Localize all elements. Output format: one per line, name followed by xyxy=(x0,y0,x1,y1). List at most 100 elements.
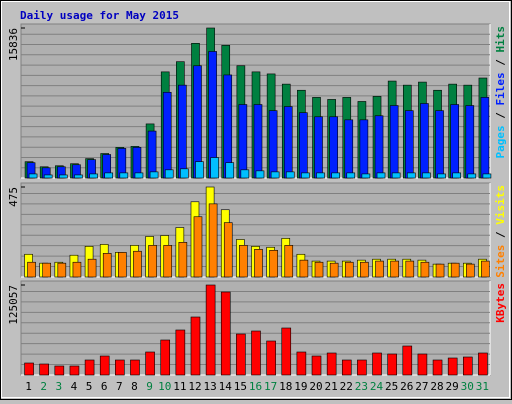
bar xyxy=(193,65,202,179)
bar xyxy=(466,263,475,278)
bar xyxy=(478,352,488,376)
x-tick-label: 11 xyxy=(173,380,186,393)
x-tick-label: 5 xyxy=(86,380,93,393)
bar xyxy=(130,359,140,376)
x-tick-label: 4 xyxy=(71,380,78,393)
bar xyxy=(390,260,399,278)
bar xyxy=(59,174,68,179)
bar xyxy=(422,172,431,179)
x-tick-label: 10 xyxy=(158,380,171,393)
legend-separator: / xyxy=(494,53,507,73)
bar xyxy=(254,249,263,278)
x-tick-label: 14 xyxy=(219,380,233,393)
bar xyxy=(270,171,280,179)
bar xyxy=(175,329,186,376)
bar xyxy=(360,261,369,278)
bar xyxy=(72,261,82,278)
x-tick-label: 18 xyxy=(279,380,292,393)
bar xyxy=(160,339,171,376)
x-tick-label: 9 xyxy=(146,380,153,393)
legend-separator: / xyxy=(494,225,507,245)
bar xyxy=(341,359,352,376)
bar xyxy=(28,173,38,179)
x-tick-label: 17 xyxy=(264,380,277,393)
bar xyxy=(236,333,246,376)
x-tick-label: 6 xyxy=(101,380,108,393)
bar xyxy=(344,119,354,179)
bar xyxy=(452,172,461,179)
bar xyxy=(387,353,397,376)
bar xyxy=(119,172,129,179)
x-tick-label: 15 xyxy=(234,380,247,393)
bar xyxy=(376,172,386,179)
bar xyxy=(432,359,443,376)
bar xyxy=(255,170,265,179)
bar xyxy=(357,359,367,376)
legend-separator: / xyxy=(494,106,507,126)
bar xyxy=(268,110,278,179)
bar xyxy=(361,173,371,179)
x-tick-label: 3 xyxy=(56,380,63,393)
bar xyxy=(450,262,460,278)
bar xyxy=(43,174,53,179)
x-tick-label: 22 xyxy=(340,380,353,393)
x-tick-label: 12 xyxy=(188,380,201,393)
legend: Sites / Visits xyxy=(494,185,507,278)
bar xyxy=(467,173,477,179)
bar xyxy=(195,161,204,179)
bar xyxy=(42,262,51,278)
x-tick-label: 20 xyxy=(309,380,322,393)
x-tick-label: 29 xyxy=(446,380,459,393)
bar xyxy=(344,261,354,278)
bar xyxy=(299,112,308,179)
bar xyxy=(281,327,292,376)
x-tick-label: 21 xyxy=(325,380,338,393)
bar xyxy=(359,119,369,179)
bar xyxy=(283,106,293,179)
bar xyxy=(420,103,429,179)
bar xyxy=(210,157,219,179)
x-tick-label: 28 xyxy=(430,380,443,393)
bar xyxy=(301,172,310,179)
bar xyxy=(299,259,309,278)
bar xyxy=(404,110,414,179)
chart-title: Daily usage for May 2015 xyxy=(20,9,179,22)
bar xyxy=(285,171,295,179)
bar xyxy=(266,340,276,376)
bar xyxy=(220,291,231,376)
bar xyxy=(239,245,248,278)
x-tick-label: 24 xyxy=(370,380,384,393)
x-tick-label: 16 xyxy=(249,380,262,393)
bar xyxy=(480,97,490,179)
bar xyxy=(269,249,278,278)
legend-entry: Pages xyxy=(494,125,507,158)
bar xyxy=(482,173,492,179)
bar xyxy=(375,260,384,278)
bar xyxy=(225,162,235,179)
bar xyxy=(389,105,399,179)
bar xyxy=(39,363,49,376)
x-tick-label: 1 xyxy=(25,380,32,393)
bar xyxy=(193,216,203,278)
bar xyxy=(74,174,83,179)
bar xyxy=(178,242,188,278)
legend-entry: KBytes xyxy=(494,283,507,323)
bar xyxy=(148,245,157,278)
y-tick-label: 125057 xyxy=(7,285,20,325)
legend: Pages / Files / Hits xyxy=(494,26,507,159)
legend: KBytes xyxy=(494,283,507,323)
bar xyxy=(437,173,446,179)
bar xyxy=(223,222,233,278)
y-tick-label: 15836 xyxy=(7,28,20,61)
bar xyxy=(133,250,142,278)
bar xyxy=(296,351,307,376)
x-tick-label: 7 xyxy=(116,380,123,393)
bar xyxy=(24,362,34,376)
bar xyxy=(87,258,97,278)
x-tick-label: 2 xyxy=(40,380,47,393)
bar xyxy=(447,357,458,376)
x-tick-label: 13 xyxy=(203,380,216,393)
bar xyxy=(326,352,337,376)
x-tick-label: 23 xyxy=(355,380,368,393)
